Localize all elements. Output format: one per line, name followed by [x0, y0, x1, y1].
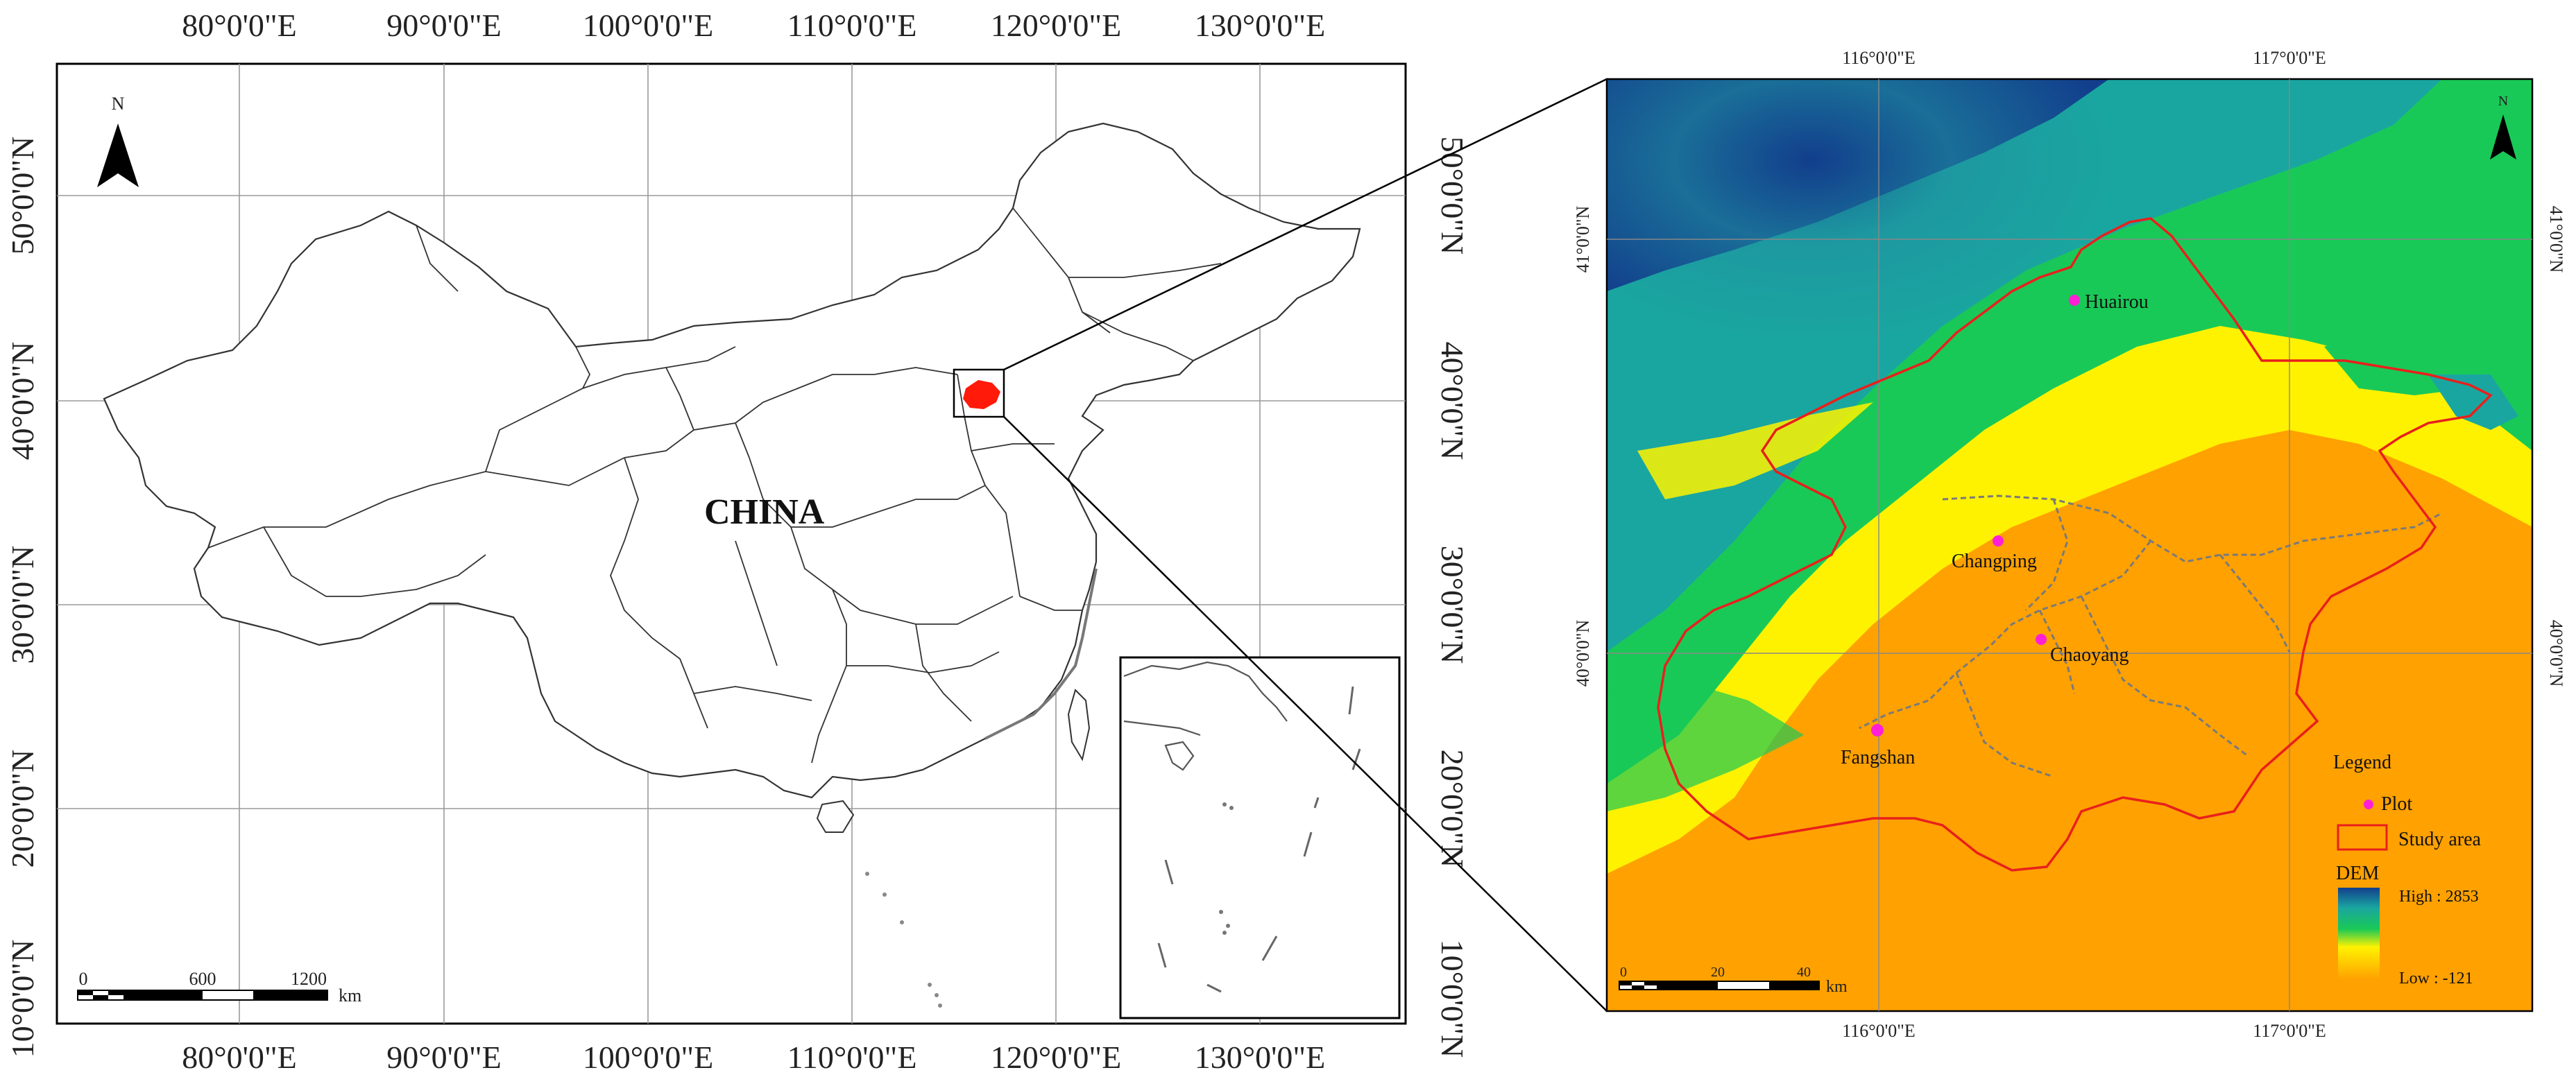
study-area-boundary	[1657, 217, 2493, 872]
svg-text:10°0'0"N: 10°0'0"N	[1435, 940, 1470, 1058]
right-lat-ticks: 41°0'0"N 40°0'0"N 41°0'0"N 40°0'0"N	[1573, 206, 2566, 687]
svg-text:N: N	[2498, 94, 2508, 109]
svg-text:120°0'0"E: 120°0'0"E	[991, 1040, 1122, 1075]
svg-text:N: N	[112, 94, 125, 114]
svg-text:DEM: DEM	[2336, 863, 2379, 884]
svg-text:120°0'0"E: 120°0'0"E	[991, 8, 1122, 43]
right-lon-ticks: 116°0'0"E 117°0'0"E 116°0'0"E 117°0'0"E	[1842, 48, 2326, 1041]
plot-chaoyang	[2036, 634, 2047, 645]
plot-changping	[1993, 535, 2004, 546]
svg-text:Chaoyang: Chaoyang	[2050, 644, 2129, 666]
svg-text:0: 0	[79, 969, 88, 989]
svg-text:40: 40	[1797, 965, 1811, 980]
zoom-connector-lines	[1003, 78, 1607, 1012]
left-lon-ticks-top: 80°0'0"E 90°0'0"E 100°0'0"E 110°0'0"E 12…	[182, 8, 1325, 43]
svg-text:20°0'0"N: 20°0'0"N	[5, 750, 40, 868]
svg-text:90°0'0"E: 90°0'0"E	[386, 1040, 502, 1075]
svg-text:100°0'0"E: 100°0'0"E	[583, 1040, 714, 1075]
left-lon-ticks-bottom: 80°0'0"E 90°0'0"E 100°0'0"E 110°0'0"E 12…	[182, 1040, 1325, 1075]
svg-text:100°0'0"E: 100°0'0"E	[583, 8, 714, 43]
svg-text:50°0'0"N: 50°0'0"N	[5, 137, 40, 255]
north-arrow-left: N	[97, 94, 139, 187]
plot-huairou	[2069, 295, 2080, 306]
svg-text:20: 20	[1711, 965, 1725, 980]
province-boundaries	[207, 207, 1222, 764]
svg-text:130°0'0"E: 130°0'0"E	[1195, 1040, 1326, 1075]
svg-text:Huairou: Huairou	[2085, 291, 2149, 313]
svg-text:40°0'0"N: 40°0'0"N	[2546, 620, 2566, 687]
svg-text:0: 0	[1620, 965, 1627, 980]
svg-text:Fangshan: Fangshan	[1841, 747, 1915, 768]
svg-text:10°0'0"N: 10°0'0"N	[5, 940, 40, 1058]
place-labels: Huairou Changping Chaoyang Fangshan	[1841, 291, 2149, 768]
plot-markers	[1871, 295, 2080, 736]
south-china-sea-inset	[1119, 656, 1401, 1019]
svg-text:Study area: Study area	[2398, 829, 2482, 850]
legend-plot-symbol	[2364, 800, 2373, 809]
svg-text:90°0'0"E: 90°0'0"E	[386, 8, 502, 43]
svg-text:41°0'0"N: 41°0'0"N	[2546, 206, 2566, 273]
svg-text:116°0'0"E: 116°0'0"E	[1842, 1021, 1916, 1041]
china-map-panel: N CHINA 0 600 1200 km 80°0'0"E 90°0'0"E …	[5, 8, 1470, 1075]
svg-text:80°0'0"E: 80°0'0"E	[182, 8, 297, 43]
svg-text:117°0'0"E: 117°0'0"E	[2253, 1021, 2326, 1041]
map-legend: Legend Plot Study area DEM High : 2853 L…	[2333, 752, 2482, 988]
svg-text:130°0'0"E: 130°0'0"E	[1195, 8, 1326, 43]
svg-text:Changping: Changping	[1952, 551, 2037, 572]
svg-text:Legend: Legend	[2333, 752, 2391, 773]
left-lat-ticks-right: 50°0'0"N 40°0'0"N 30°0'0"N 20°0'0"N 10°0…	[1435, 137, 1470, 1058]
svg-text:116°0'0"E: 116°0'0"E	[1842, 48, 1916, 68]
beijing-highlight	[963, 380, 1000, 409]
dem-color-ramp	[2338, 888, 2380, 979]
svg-text:600: 600	[189, 969, 216, 989]
left-lat-ticks-left: 50°0'0"N 40°0'0"N 30°0'0"N 20°0'0"N 10°0…	[5, 137, 40, 1058]
svg-text:30°0'0"N: 30°0'0"N	[1435, 546, 1470, 664]
svg-text:km: km	[1826, 978, 1848, 996]
svg-text:50°0'0"N: 50°0'0"N	[1435, 137, 1470, 255]
svg-text:40°0'0"N: 40°0'0"N	[1573, 620, 1593, 687]
china-outline	[103, 122, 1361, 799]
scale-bar-left: 0 600 1200 km	[77, 969, 361, 1006]
svg-text:80°0'0"E: 80°0'0"E	[182, 1040, 297, 1075]
china-label: CHINA	[704, 492, 825, 532]
svg-text:110°0'0"E: 110°0'0"E	[787, 8, 917, 43]
beijing-dem-panel: Huairou Changping Chaoyang Fangshan N Le…	[1573, 48, 2566, 1041]
svg-text:41°0'0"N: 41°0'0"N	[1573, 206, 1593, 273]
svg-text:High : 2853: High : 2853	[2399, 888, 2479, 906]
scale-bar-right: 0 20 40 km	[1619, 965, 1848, 996]
hainan-island	[816, 800, 855, 833]
svg-text:30°0'0"N: 30°0'0"N	[5, 546, 40, 664]
south-sea-islands	[865, 872, 942, 1008]
taiwan-island	[1067, 689, 1091, 761]
svg-text:20°0'0"N: 20°0'0"N	[1435, 750, 1470, 868]
svg-text:40°0'0"N: 40°0'0"N	[5, 342, 40, 460]
dem-graticule	[1607, 79, 2532, 1011]
north-arrow-right: N	[2490, 94, 2516, 160]
svg-text:km: km	[339, 985, 361, 1006]
beijing-locator-box	[953, 368, 1005, 418]
legend-study-area-symbol	[2337, 824, 2388, 851]
svg-text:1200: 1200	[291, 969, 327, 989]
plot-fangshan	[1871, 724, 1884, 736]
svg-text:Plot: Plot	[2381, 793, 2412, 815]
district-boundaries	[1859, 494, 2443, 778]
svg-text:117°0'0"E: 117°0'0"E	[2253, 48, 2326, 68]
svg-text:110°0'0"E: 110°0'0"E	[787, 1040, 917, 1075]
svg-text:40°0'0"N: 40°0'0"N	[1435, 342, 1470, 460]
svg-text:Low : -121: Low : -121	[2399, 969, 2473, 988]
